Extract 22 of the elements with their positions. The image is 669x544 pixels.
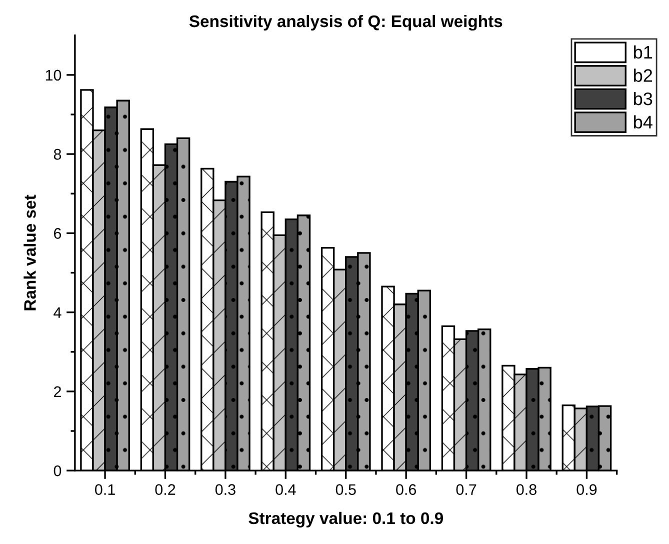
x-tick-label: 0.8	[516, 484, 536, 495]
chart-title: Sensitivity analysis of Q: Equal weights	[189, 14, 502, 31]
y-tick-label: 6	[54, 228, 62, 239]
y-tick-label: 8	[54, 148, 62, 160]
legend-label: b1	[634, 45, 652, 59]
legend-label: b3	[634, 92, 652, 106]
x-tick-label: 0.3	[215, 484, 236, 495]
y-tick-label: 0	[54, 465, 62, 476]
y-axis-title: Rank value set	[24, 194, 36, 310]
x-axis-title: Strategy value: 0.1 to 0.9	[248, 512, 443, 528]
x-tick-label: 0.4	[276, 484, 296, 495]
x-tick-label: 0.6	[396, 484, 416, 495]
legend-label: b2	[634, 68, 652, 82]
x-tick-label: 0.2	[155, 484, 176, 495]
x-tick-label: 0.1	[95, 484, 115, 495]
x-tick-label: 0.7	[456, 484, 476, 495]
x-tick-label: 0.5	[336, 484, 356, 495]
y-tick-label: 10	[46, 70, 62, 81]
legend-label: b4	[634, 115, 652, 129]
x-tick-label: 0.9	[576, 484, 597, 495]
y-tick-label: 2	[54, 386, 61, 397]
y-tick-label: 4	[54, 307, 62, 318]
